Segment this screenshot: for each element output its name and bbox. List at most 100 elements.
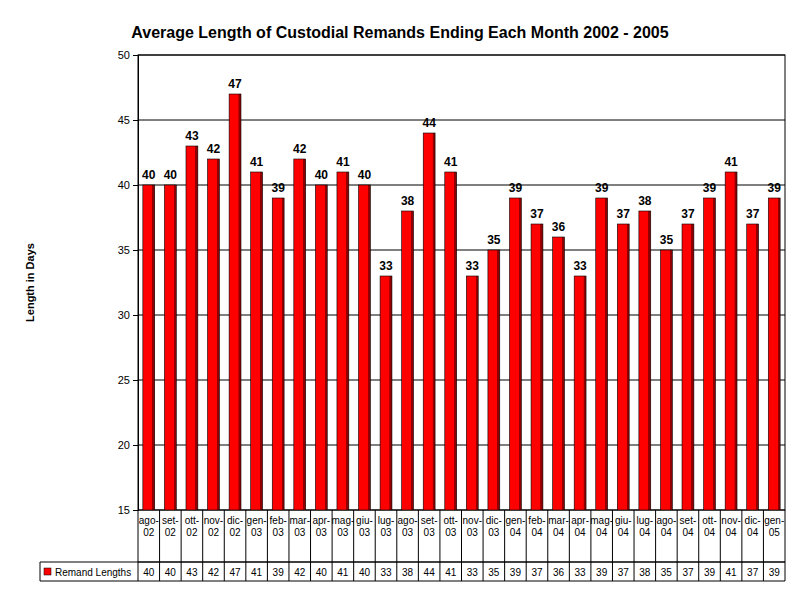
bars xyxy=(143,94,780,510)
data-label: 41 xyxy=(336,155,350,169)
bar xyxy=(488,250,500,510)
y-tick: 35 xyxy=(118,244,138,256)
x-tick-label: mar-03 xyxy=(289,515,310,538)
table-value: 37 xyxy=(747,567,759,578)
y-tick-label: 30 xyxy=(118,309,130,321)
bar xyxy=(768,198,780,510)
bar xyxy=(294,159,306,510)
table-line xyxy=(741,510,742,581)
y-axis-title: Length in Days xyxy=(24,243,36,322)
data-label: 39 xyxy=(595,181,609,195)
bar xyxy=(509,198,521,510)
y-tick: 20 xyxy=(118,439,138,451)
x-tick-label: mag-04 xyxy=(590,515,613,538)
table-line xyxy=(267,510,268,581)
data-label: 37 xyxy=(681,207,695,221)
x-tick-label: set-04 xyxy=(680,515,697,538)
y-tick-mark xyxy=(133,315,138,316)
x-tick-label: mar-04 xyxy=(548,515,569,538)
bar xyxy=(747,224,759,510)
data-label: 42 xyxy=(207,142,221,156)
x-tick-label: ott-02 xyxy=(185,515,199,538)
data-label: 35 xyxy=(487,233,501,247)
bar xyxy=(704,198,716,510)
table-line xyxy=(785,510,786,581)
table-value: 41 xyxy=(337,567,349,578)
table-value: 37 xyxy=(531,567,543,578)
table-value: 38 xyxy=(402,567,414,578)
y-tick: 15 xyxy=(118,504,138,516)
x-tick-label: set-02 xyxy=(162,515,179,538)
bar xyxy=(617,224,629,510)
data-label: 41 xyxy=(250,155,264,169)
table-value: 39 xyxy=(510,567,522,578)
x-tick-label: nov-04 xyxy=(721,515,740,538)
bar xyxy=(423,133,435,510)
table-value: 42 xyxy=(208,567,220,578)
table-value: 37 xyxy=(618,567,630,578)
y-tick-mark xyxy=(133,55,138,56)
y-axis: 1520253035404550 xyxy=(118,49,139,516)
bar xyxy=(143,185,155,510)
x-tick-label: dic-02 xyxy=(227,515,243,538)
y-tick-mark xyxy=(133,380,138,381)
x-tick-label: giu-03 xyxy=(356,515,373,538)
table-value: 39 xyxy=(769,567,781,578)
table-line xyxy=(181,510,182,581)
bar xyxy=(596,198,608,510)
y-tick-mark xyxy=(133,445,138,446)
data-label: 41 xyxy=(444,155,458,169)
table-value: 39 xyxy=(596,567,608,578)
data-label: 42 xyxy=(293,142,307,156)
y-tick-label: 50 xyxy=(118,49,130,61)
x-tick-label: gen-03 xyxy=(247,515,267,538)
table-value: 40 xyxy=(143,567,155,578)
y-tick-label: 40 xyxy=(118,179,130,191)
data-label: 37 xyxy=(746,207,760,221)
data-label: 44 xyxy=(422,116,436,130)
table-value: 41 xyxy=(445,567,457,578)
y-axis-line xyxy=(133,56,139,511)
bar xyxy=(315,185,327,510)
bar xyxy=(337,172,349,510)
table-line xyxy=(634,510,635,581)
legend-label: Remand Lengths xyxy=(55,567,131,578)
table-value: 35 xyxy=(488,567,500,578)
x-tick-label: gen-05 xyxy=(764,515,784,538)
data-label: 33 xyxy=(573,259,587,273)
data-label: 39 xyxy=(272,181,286,195)
x-tick-label: dic-03 xyxy=(486,515,502,538)
x-tick-label: giu-04 xyxy=(615,515,632,538)
x-tick-label: ott-03 xyxy=(443,515,457,538)
table-value: 39 xyxy=(273,567,285,578)
chart: Average Length of Custodial Remands Endi… xyxy=(0,0,800,600)
y-tick-label: 35 xyxy=(118,244,130,256)
table-line xyxy=(375,510,376,581)
table-line xyxy=(526,510,527,581)
x-tick-label: apr-03 xyxy=(312,515,330,538)
data-table: ago-02set-02ott-02nov-02dic-02gen-03feb-… xyxy=(40,510,785,581)
y-tick-mark xyxy=(133,510,138,511)
bar xyxy=(251,172,263,510)
table-value: 41 xyxy=(726,567,738,578)
y-tick-mark xyxy=(133,120,138,121)
data-label: 37 xyxy=(530,207,544,221)
y-tick: 50 xyxy=(118,49,138,61)
table-value: 39 xyxy=(704,567,716,578)
x-tick-label: lug-04 xyxy=(636,515,653,538)
table-value: 40 xyxy=(316,567,328,578)
bar xyxy=(359,185,371,510)
data-label: 39 xyxy=(703,181,717,195)
y-tick-label: 25 xyxy=(118,374,130,386)
bar xyxy=(402,211,414,510)
table-value: 38 xyxy=(639,567,651,578)
table-line xyxy=(310,510,311,581)
y-tick: 30 xyxy=(118,309,138,321)
data-label: 47 xyxy=(228,77,242,91)
x-tick-label: ago-03 xyxy=(398,515,418,538)
table-value: 33 xyxy=(380,567,392,578)
y-tick-label: 15 xyxy=(118,504,130,516)
data-label: 40 xyxy=(315,168,329,182)
table-value: 37 xyxy=(682,567,694,578)
grid xyxy=(138,55,785,510)
